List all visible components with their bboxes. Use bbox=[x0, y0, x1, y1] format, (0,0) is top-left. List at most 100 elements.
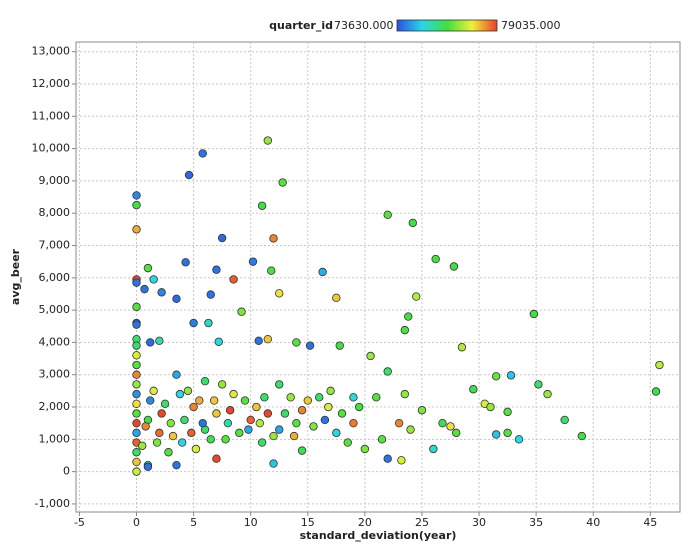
y-tick-label: 1,000 bbox=[39, 432, 71, 445]
point bbox=[143, 263, 153, 273]
point bbox=[263, 409, 273, 418]
y-tick-label: 4,000 bbox=[39, 335, 71, 348]
point bbox=[269, 459, 278, 468]
y-tick-label: 9,000 bbox=[39, 174, 71, 187]
point bbox=[254, 336, 263, 345]
point bbox=[431, 254, 440, 264]
point bbox=[267, 266, 276, 275]
point bbox=[166, 418, 175, 428]
point bbox=[214, 337, 223, 346]
point bbox=[132, 370, 141, 379]
point bbox=[244, 425, 253, 434]
point bbox=[177, 438, 187, 447]
point bbox=[503, 428, 512, 438]
point bbox=[280, 409, 290, 418]
point bbox=[237, 307, 246, 316]
point bbox=[175, 389, 185, 399]
point bbox=[412, 292, 421, 301]
point bbox=[141, 422, 150, 431]
x-tick-label: 5 bbox=[190, 516, 197, 529]
point bbox=[275, 380, 284, 389]
y-tick-label: 5,000 bbox=[39, 303, 71, 316]
point bbox=[209, 396, 219, 405]
x-tick-label: -5 bbox=[74, 516, 85, 529]
point bbox=[240, 396, 250, 405]
point bbox=[132, 389, 141, 399]
point bbox=[457, 343, 467, 352]
point bbox=[132, 341, 141, 350]
color-tick-label: 79035.000 bbox=[501, 19, 561, 32]
point bbox=[503, 407, 512, 417]
color-bar bbox=[396, 19, 498, 32]
point bbox=[225, 406, 235, 415]
y-tick-label: 11,000 bbox=[32, 109, 71, 122]
x-tick-label: 20 bbox=[358, 516, 372, 529]
point bbox=[438, 418, 447, 428]
point bbox=[252, 402, 261, 412]
point bbox=[189, 318, 198, 328]
point bbox=[400, 389, 410, 399]
point bbox=[360, 444, 370, 454]
point bbox=[132, 320, 141, 329]
point bbox=[172, 294, 181, 304]
point bbox=[446, 422, 455, 431]
point bbox=[263, 334, 273, 344]
point bbox=[449, 262, 459, 271]
point bbox=[529, 309, 539, 319]
point bbox=[289, 431, 299, 441]
point bbox=[514, 435, 524, 444]
point bbox=[286, 393, 295, 402]
x-axis-label: standard_deviation(year) bbox=[300, 529, 457, 542]
point bbox=[198, 149, 207, 158]
point bbox=[394, 418, 404, 428]
point bbox=[343, 438, 352, 447]
point bbox=[217, 233, 227, 243]
point bbox=[377, 435, 387, 444]
point bbox=[404, 312, 413, 321]
point bbox=[332, 428, 341, 438]
point bbox=[366, 351, 375, 361]
point bbox=[260, 393, 269, 402]
point bbox=[132, 418, 141, 428]
point bbox=[275, 289, 284, 298]
point bbox=[143, 462, 153, 471]
y-tick-label: 0 bbox=[63, 465, 70, 478]
point bbox=[212, 454, 221, 463]
point bbox=[349, 418, 358, 428]
point bbox=[198, 418, 207, 428]
point bbox=[168, 431, 178, 441]
point bbox=[212, 409, 221, 418]
color-tick-label: 73630.000 bbox=[334, 19, 394, 32]
point bbox=[320, 415, 330, 425]
point bbox=[152, 438, 162, 447]
point bbox=[132, 360, 141, 370]
point bbox=[506, 371, 516, 380]
point bbox=[140, 284, 149, 294]
point bbox=[543, 389, 552, 399]
point bbox=[429, 444, 438, 454]
point bbox=[269, 234, 278, 243]
point bbox=[132, 302, 141, 312]
point bbox=[223, 418, 233, 428]
point bbox=[206, 435, 215, 444]
point bbox=[229, 275, 238, 284]
point bbox=[335, 341, 344, 350]
point bbox=[397, 456, 406, 465]
point bbox=[354, 402, 364, 412]
point bbox=[132, 399, 141, 408]
point bbox=[275, 425, 284, 434]
point bbox=[155, 336, 164, 345]
point bbox=[172, 370, 181, 379]
y-tick-label: 13,000 bbox=[32, 45, 71, 58]
x-tick-label: 0 bbox=[133, 516, 140, 529]
point bbox=[314, 393, 324, 402]
point bbox=[183, 386, 193, 396]
y-tick-label: 3,000 bbox=[39, 368, 71, 381]
point bbox=[160, 399, 170, 408]
point bbox=[132, 457, 141, 467]
y-tick-label: 8,000 bbox=[39, 206, 71, 219]
point bbox=[229, 389, 238, 399]
point bbox=[132, 278, 141, 287]
point bbox=[146, 396, 155, 405]
